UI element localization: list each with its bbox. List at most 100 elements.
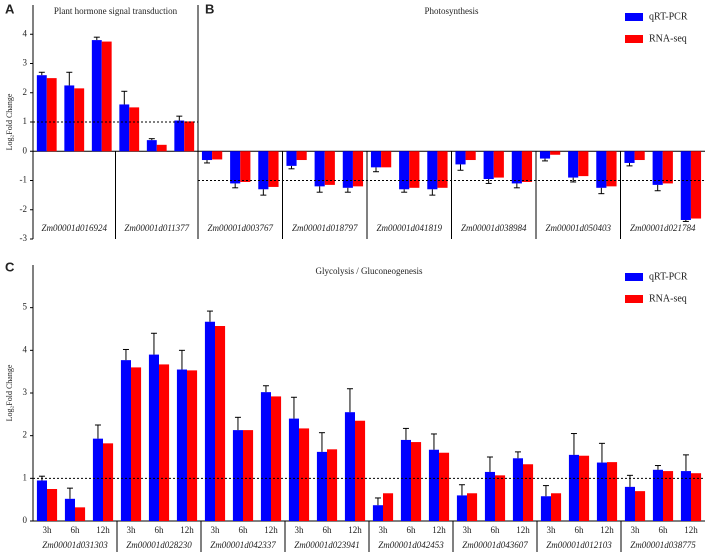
y-tick-label: 1: [23, 116, 28, 126]
y-tick-label: 4: [23, 28, 28, 38]
bar: [690, 151, 702, 219]
bar: [427, 151, 438, 190]
bar: [691, 473, 702, 521]
bar: [409, 151, 420, 188]
bar: [465, 151, 476, 161]
x-tick-label: 6h: [407, 525, 417, 535]
y-tick-label: 2: [23, 430, 28, 440]
bar: [539, 151, 551, 159]
bar: [212, 151, 223, 160]
bar: [120, 360, 131, 521]
y-tick-label: 0: [23, 515, 28, 525]
bar: [568, 454, 579, 521]
bar: [551, 493, 562, 521]
x-tick-label: 6h: [575, 525, 585, 535]
group-label: Zm00001d042337: [210, 540, 276, 550]
bar: [652, 151, 663, 185]
group-label: Zm00001d011377: [124, 223, 189, 233]
panel-label: C: [5, 259, 15, 274]
bar: [230, 151, 241, 184]
bar: [243, 430, 254, 521]
bar: [316, 451, 327, 521]
bar: [75, 507, 86, 521]
bar: [344, 412, 355, 521]
x-tick-label: 3h: [547, 525, 557, 535]
bar: [36, 480, 47, 521]
bar: [101, 41, 112, 152]
x-tick-label: 3h: [379, 525, 389, 535]
y-axis-label: Log₂Fold Change: [5, 364, 14, 421]
x-tick-label: 3h: [295, 525, 305, 535]
x-tick-label: 12h: [600, 525, 614, 535]
bar: [680, 151, 691, 220]
bar: [176, 369, 187, 521]
x-tick-label: 6h: [323, 525, 333, 535]
bar: [483, 151, 494, 180]
panel-label: B: [205, 1, 214, 16]
bar: [271, 396, 282, 521]
bar: [64, 498, 75, 521]
legend-swatch: [625, 295, 643, 303]
bar: [324, 151, 335, 185]
bar: [355, 420, 366, 521]
bar: [342, 151, 353, 188]
x-tick-label: 12h: [180, 525, 194, 535]
group-label: Zm00001d042453: [378, 540, 444, 550]
legend-label: RNA-seq: [649, 33, 687, 44]
y-tick-label: 3: [23, 387, 28, 397]
bar: [400, 439, 411, 521]
legend-label: RNA-seq: [649, 293, 687, 304]
bar: [634, 151, 645, 161]
bar: [596, 151, 607, 188]
bar: [296, 151, 307, 161]
bar: [484, 471, 495, 521]
y-tick-label: -3: [20, 233, 28, 243]
bar: [129, 107, 140, 152]
bar: [493, 151, 504, 178]
legend-label: qRT-PCR: [649, 271, 688, 282]
y-tick-label: 2: [23, 87, 28, 97]
x-tick-label: 6h: [155, 525, 165, 535]
bar: [131, 367, 142, 521]
bar: [260, 392, 271, 521]
bar: [411, 442, 422, 521]
bar: [428, 449, 439, 521]
bar: [596, 462, 607, 521]
y-axis-label: Log₂Fold Change: [5, 93, 14, 150]
x-tick-label: 3h: [127, 525, 137, 535]
bar: [663, 471, 674, 521]
y-tick-label: -2: [20, 204, 28, 214]
group-label: Zm00001d038775: [630, 540, 696, 550]
x-tick-label: 12h: [96, 525, 110, 535]
x-tick-label: 12h: [348, 525, 362, 535]
group-label: Zm00001d041819: [376, 223, 442, 233]
bar: [327, 449, 338, 521]
group-label: Zm00001d043607: [462, 540, 528, 550]
bar: [204, 321, 215, 521]
bar: [521, 151, 533, 182]
bar: [511, 151, 522, 184]
bar: [662, 151, 673, 184]
bar: [47, 489, 58, 521]
legend-swatch: [625, 35, 643, 43]
bar: [148, 354, 159, 521]
bar: [92, 438, 103, 521]
x-tick-label: 3h: [631, 525, 641, 535]
x-tick-label: 12h: [264, 525, 278, 535]
group-label: Zm00001d016924: [41, 223, 107, 233]
bar: [103, 443, 114, 521]
y-tick-label: 3: [23, 58, 28, 68]
x-tick-label: 12h: [432, 525, 446, 535]
group-label: Zm00001d021784: [630, 223, 696, 233]
bar: [495, 475, 506, 521]
group-label: Zm00001d018797: [292, 223, 358, 233]
x-tick-label: 3h: [211, 525, 221, 535]
bar: [46, 78, 57, 152]
y-tick-label: 1: [23, 472, 28, 482]
bar: [184, 121, 195, 152]
bar: [314, 151, 325, 187]
bar: [455, 151, 466, 165]
bar: [201, 151, 213, 161]
bar: [370, 151, 382, 168]
